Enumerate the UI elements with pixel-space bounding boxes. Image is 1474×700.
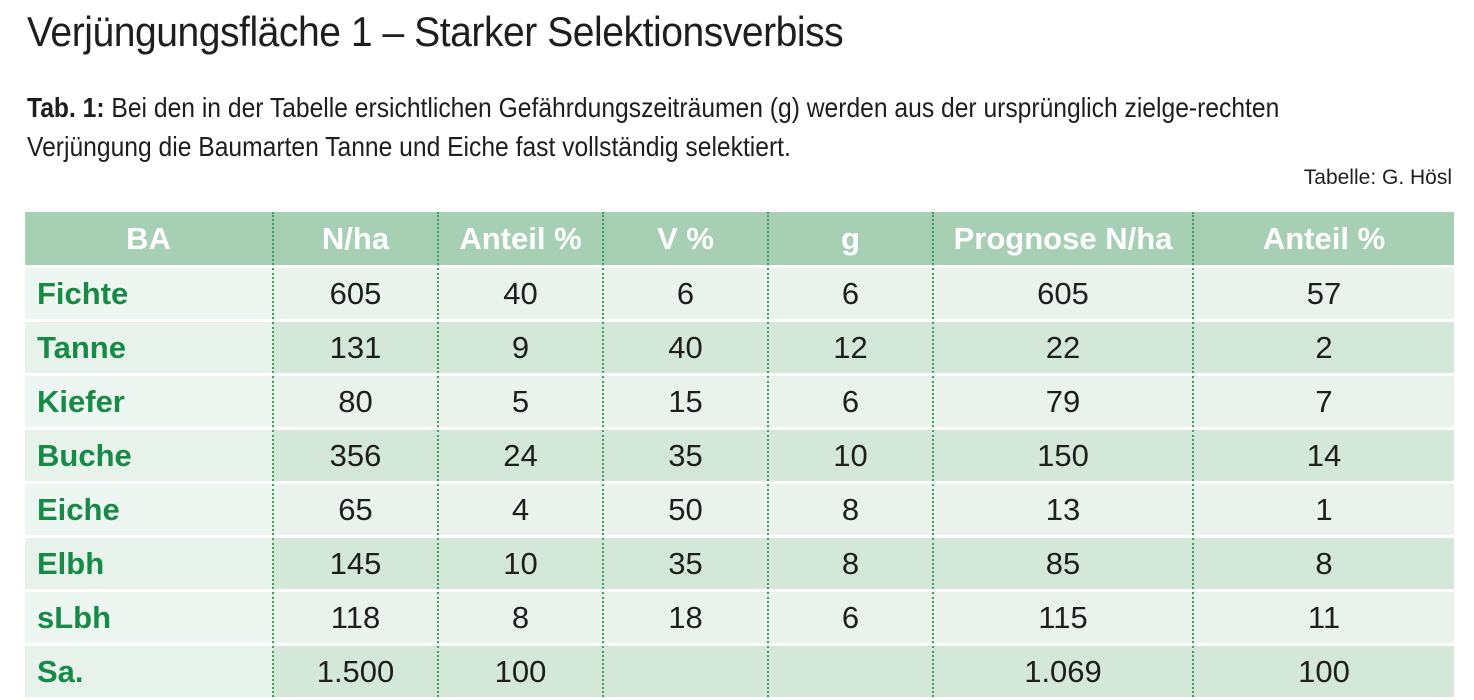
- column-header-n-ha: N/ha: [272, 212, 438, 267]
- table-cell: 8: [1192, 535, 1454, 591]
- species-cell: Kiefer: [25, 373, 273, 429]
- caption-label: Tab. 1:: [27, 92, 105, 123]
- table-cell: 100: [437, 643, 603, 697]
- table-cell: 11: [1192, 589, 1454, 645]
- table-cell: 80: [272, 373, 438, 429]
- column-header-anteil-prognose: Anteil %: [1192, 212, 1454, 267]
- table-cell: 605: [932, 265, 1193, 321]
- caption-text: Bei den in der Tabelle ersichtlichen Gef…: [27, 92, 1280, 162]
- table-cell: 1: [1192, 481, 1454, 537]
- page-title: Verjüngungsfläche 1 – Starker Selektions…: [27, 8, 844, 55]
- table-cell: 9: [437, 319, 603, 375]
- table-cell: 10: [437, 535, 603, 591]
- species-cell: Elbh: [25, 535, 273, 591]
- species-cell: Fichte: [25, 265, 273, 321]
- table-cell: 14: [1192, 427, 1454, 483]
- table-cell: 12: [767, 319, 933, 375]
- table-cell: 8: [437, 589, 603, 645]
- table-row: Buche 356 24 35 10 150 14: [25, 427, 1454, 483]
- species-cell: Tanne: [25, 319, 273, 375]
- table-cell: [767, 643, 933, 697]
- table-cell: 50: [602, 481, 768, 537]
- table-cell: 115: [932, 589, 1193, 645]
- data-table: BA N/ha Anteil % V % g Prognose N/ha Ant…: [25, 212, 1454, 697]
- species-cell: Buche: [25, 427, 273, 483]
- table-cell: 1.500: [272, 643, 438, 697]
- column-header-v: V %: [602, 212, 768, 267]
- table-cell: 35: [602, 535, 768, 591]
- table-cell: 150: [932, 427, 1193, 483]
- table-row: Tanne 131 9 40 12 22 2: [25, 319, 1454, 375]
- table-cell: 8: [767, 481, 933, 537]
- data-table-container: BA N/ha Anteil % V % g Prognose N/ha Ant…: [25, 212, 1454, 697]
- column-header-prognose: Prognose N/ha: [932, 212, 1193, 267]
- table-row: Elbh 145 10 35 8 85 8: [25, 535, 1454, 591]
- table-caption: Tab. 1: Bei den in der Tabelle ersichtli…: [27, 88, 1400, 166]
- table-cell: 7: [1192, 373, 1454, 429]
- column-header-g: g: [767, 212, 933, 267]
- table-cell: 85: [932, 535, 1193, 591]
- table-cell: 2: [1192, 319, 1454, 375]
- table-row: Fichte 605 40 6 6 605 57: [25, 265, 1454, 321]
- table-row: sLbh 118 8 18 6 115 11: [25, 589, 1454, 645]
- table-header-row: BA N/ha Anteil % V % g Prognose N/ha Ant…: [25, 212, 1454, 267]
- table-cell: 65: [272, 481, 438, 537]
- table-cell: 40: [437, 265, 603, 321]
- species-cell: Eiche: [25, 481, 273, 537]
- table-cell: 57: [1192, 265, 1454, 321]
- table-cell: 40: [602, 319, 768, 375]
- species-cell: Sa.: [25, 643, 273, 697]
- table-cell: 10: [767, 427, 933, 483]
- table-source: Tabelle: G. Hösl: [1303, 166, 1452, 189]
- species-cell: sLbh: [25, 589, 273, 645]
- table-cell: 4: [437, 481, 603, 537]
- table-cell: 145: [272, 535, 438, 591]
- table-cell: 18: [602, 589, 768, 645]
- table-cell: 15: [602, 373, 768, 429]
- table-cell: 79: [932, 373, 1193, 429]
- table-cell: 8: [767, 535, 933, 591]
- table-cell: 6: [767, 373, 933, 429]
- table-cell: 131: [272, 319, 438, 375]
- table-cell: [602, 643, 768, 697]
- table-cell: 356: [272, 427, 438, 483]
- table-cell: 6: [602, 265, 768, 321]
- table-cell: 118: [272, 589, 438, 645]
- table-cell: 1.069: [932, 643, 1193, 697]
- table-cell: 100: [1192, 643, 1454, 697]
- column-header-anteil: Anteil %: [437, 212, 603, 267]
- table-cell: 5: [437, 373, 603, 429]
- table-cell: 13: [932, 481, 1193, 537]
- column-header-ba: BA: [25, 212, 273, 267]
- table-row: Kiefer 80 5 15 6 79 7: [25, 373, 1454, 429]
- table-cell: 6: [767, 265, 933, 321]
- table-cell: 35: [602, 427, 768, 483]
- table-cell: 6: [767, 589, 933, 645]
- table-cell: 24: [437, 427, 603, 483]
- table-cell: 605: [272, 265, 438, 321]
- table-row: Eiche 65 4 50 8 13 1: [25, 481, 1454, 537]
- table-cell: 22: [932, 319, 1193, 375]
- table-total-row: Sa. 1.500 100 1.069 100: [25, 643, 1454, 697]
